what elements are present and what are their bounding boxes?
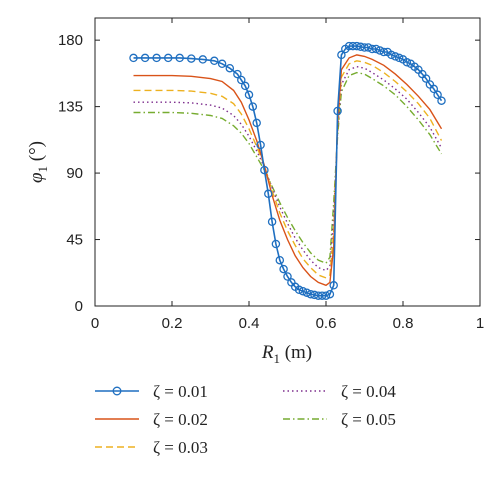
series-point <box>225 63 235 73</box>
series-point <box>248 102 258 111</box>
series-point <box>129 53 138 63</box>
series-point <box>379 47 389 57</box>
series-point <box>333 106 342 116</box>
x-tick-label: 0 <box>91 315 99 332</box>
x-axis-label-main: R <box>261 342 274 363</box>
series-point <box>317 291 327 300</box>
x-axis-label-subscript: 1 <box>273 351 280 366</box>
series-point <box>367 44 377 54</box>
series-point <box>402 58 412 67</box>
x-tick-label: 0.2 <box>162 315 183 332</box>
series-line-4 <box>133 65 443 272</box>
series-point <box>256 140 265 150</box>
series-point <box>352 41 362 51</box>
series-point <box>394 53 404 63</box>
series-point <box>371 44 381 54</box>
series-point <box>260 165 269 175</box>
y-axis-label-unit: (°) <box>26 141 47 166</box>
series-point <box>279 264 288 274</box>
series-point <box>267 217 277 227</box>
series-point <box>271 239 281 249</box>
x-tick-label: 0.4 <box>239 315 260 332</box>
series-point <box>240 81 250 91</box>
series-point <box>429 84 439 94</box>
series-point <box>437 96 446 105</box>
series-point <box>187 54 196 63</box>
y-tick-label: 180 <box>58 32 83 49</box>
series-point <box>152 53 161 63</box>
x-axis-label-unit: (m) <box>280 342 312 363</box>
series-point <box>210 56 219 66</box>
series-point <box>387 50 396 60</box>
series-point <box>163 53 173 63</box>
x-tick-label: 1 <box>476 315 484 332</box>
series-point <box>364 43 373 52</box>
series-line-2 <box>133 54 443 287</box>
series-line-3 <box>133 60 443 279</box>
y-axis-label-main: φ <box>26 173 47 184</box>
legend-label-4: ζ = 0.04 <box>341 382 396 401</box>
series-line-5 <box>133 71 443 265</box>
series-point <box>306 289 315 299</box>
series-layer <box>129 41 446 300</box>
y-axis-label-subscript: 1 <box>35 166 50 173</box>
legend-label-5: ζ = 0.05 <box>341 410 396 429</box>
series-point <box>325 289 335 299</box>
series-point <box>294 285 304 295</box>
legend-label-1: ζ = 0.01 <box>153 382 208 401</box>
legend: ζ = 0.01 ζ = 0.02 ζ = 0.03 ζ = 0.04 ζ = 0.05 <box>95 382 396 457</box>
series-point <box>264 189 273 199</box>
y-axis-ticks: 0 45 90 135 180 <box>58 32 480 315</box>
series-point <box>433 90 442 100</box>
x-tick-label: 0.8 <box>393 315 414 332</box>
series-point <box>237 75 246 85</box>
series-point <box>252 118 261 128</box>
series-point <box>360 43 369 52</box>
x-axis-ticks: 0 0.2 0.4 0.6 0.8 1 <box>91 18 484 332</box>
series-point <box>329 281 338 290</box>
series-point <box>175 53 184 63</box>
legend-label-3: ζ = 0.03 <box>153 438 208 457</box>
y-tick-label: 45 <box>66 232 83 249</box>
series-point <box>298 286 308 296</box>
series-point <box>198 55 208 64</box>
y-tick-label: 90 <box>66 165 83 182</box>
series-point <box>321 291 331 300</box>
plot-frame <box>94 17 481 307</box>
series-point <box>283 272 292 281</box>
series-point <box>421 74 431 83</box>
series-line-1 <box>133 45 443 297</box>
series-point <box>217 59 227 69</box>
series-point <box>391 52 400 61</box>
series-point <box>244 90 254 100</box>
series-point <box>375 46 385 55</box>
legend-marker <box>112 386 122 396</box>
y-tick-label: 135 <box>58 99 83 116</box>
series-point <box>302 288 312 297</box>
series-point <box>337 50 346 60</box>
y-axis-label: φ1 (°) <box>26 141 50 183</box>
series-point <box>140 53 150 63</box>
series-point <box>233 69 242 79</box>
legend-label-2: ζ = 0.02 <box>153 410 208 429</box>
series-point <box>275 255 285 265</box>
x-tick-label: 0.6 <box>316 315 337 332</box>
y-tick-label: 0 <box>75 298 83 315</box>
x-axis-label: R1 (m) <box>261 342 312 366</box>
